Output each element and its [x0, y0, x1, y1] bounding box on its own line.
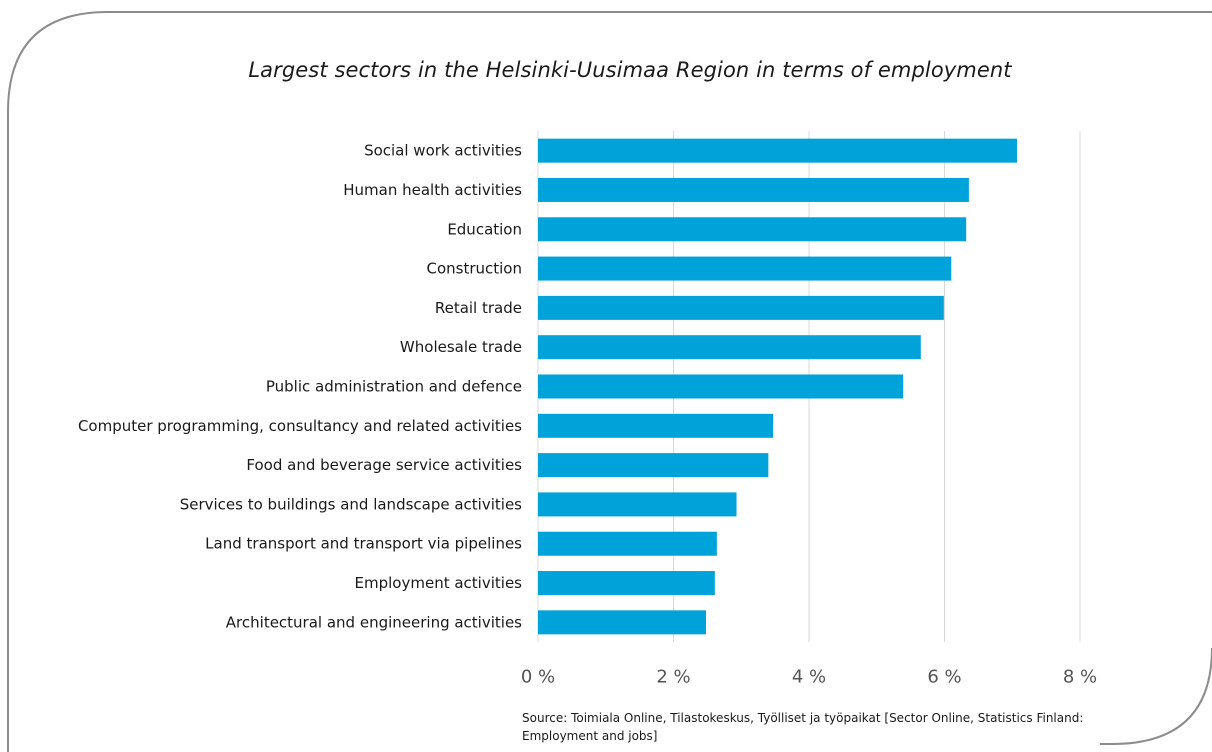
category-label: Computer programming, consultancy and re… — [78, 417, 522, 435]
x-tick-label: 8 % — [1063, 667, 1097, 688]
x-tick-label: 6 % — [927, 667, 961, 688]
bar — [538, 138, 1017, 163]
bar — [538, 295, 944, 320]
bar — [538, 413, 774, 438]
x-tick-label: 0 % — [521, 667, 555, 688]
category-label: Architectural and engineering activities — [226, 613, 522, 631]
category-label: Food and beverage service activities — [246, 456, 522, 474]
bar — [538, 453, 769, 478]
category-label: Construction — [426, 260, 522, 278]
bar — [538, 374, 904, 399]
category-label: Services to buildings and landscape acti… — [180, 495, 522, 513]
bar — [538, 335, 921, 360]
category-label: Education — [447, 220, 522, 238]
bar — [538, 531, 717, 556]
category-label: Human health activities — [343, 181, 522, 199]
category-label: Land transport and transport via pipelin… — [205, 535, 522, 553]
category-label: Employment activities — [355, 574, 523, 592]
source-note: Source: Toimiala Online, Tilastokeskus, … — [522, 711, 1084, 743]
chart-title: Largest sectors in the Helsinki-Uusimaa … — [248, 58, 1012, 82]
bar-chart: Social work activities Human health activ… — [78, 131, 1097, 688]
category-label: Wholesale trade — [400, 338, 522, 356]
category-label: Public administration and defence — [266, 378, 522, 396]
bar — [538, 177, 969, 202]
bar — [538, 256, 952, 281]
bar — [538, 610, 707, 635]
x-tick-label: 4 % — [792, 667, 826, 688]
bar — [538, 217, 967, 242]
category-label: Retail trade — [435, 299, 522, 317]
bar — [538, 571, 715, 596]
x-tick-label: 2 % — [656, 667, 690, 688]
category-label: Social work activities — [364, 142, 522, 160]
bar — [538, 492, 737, 517]
